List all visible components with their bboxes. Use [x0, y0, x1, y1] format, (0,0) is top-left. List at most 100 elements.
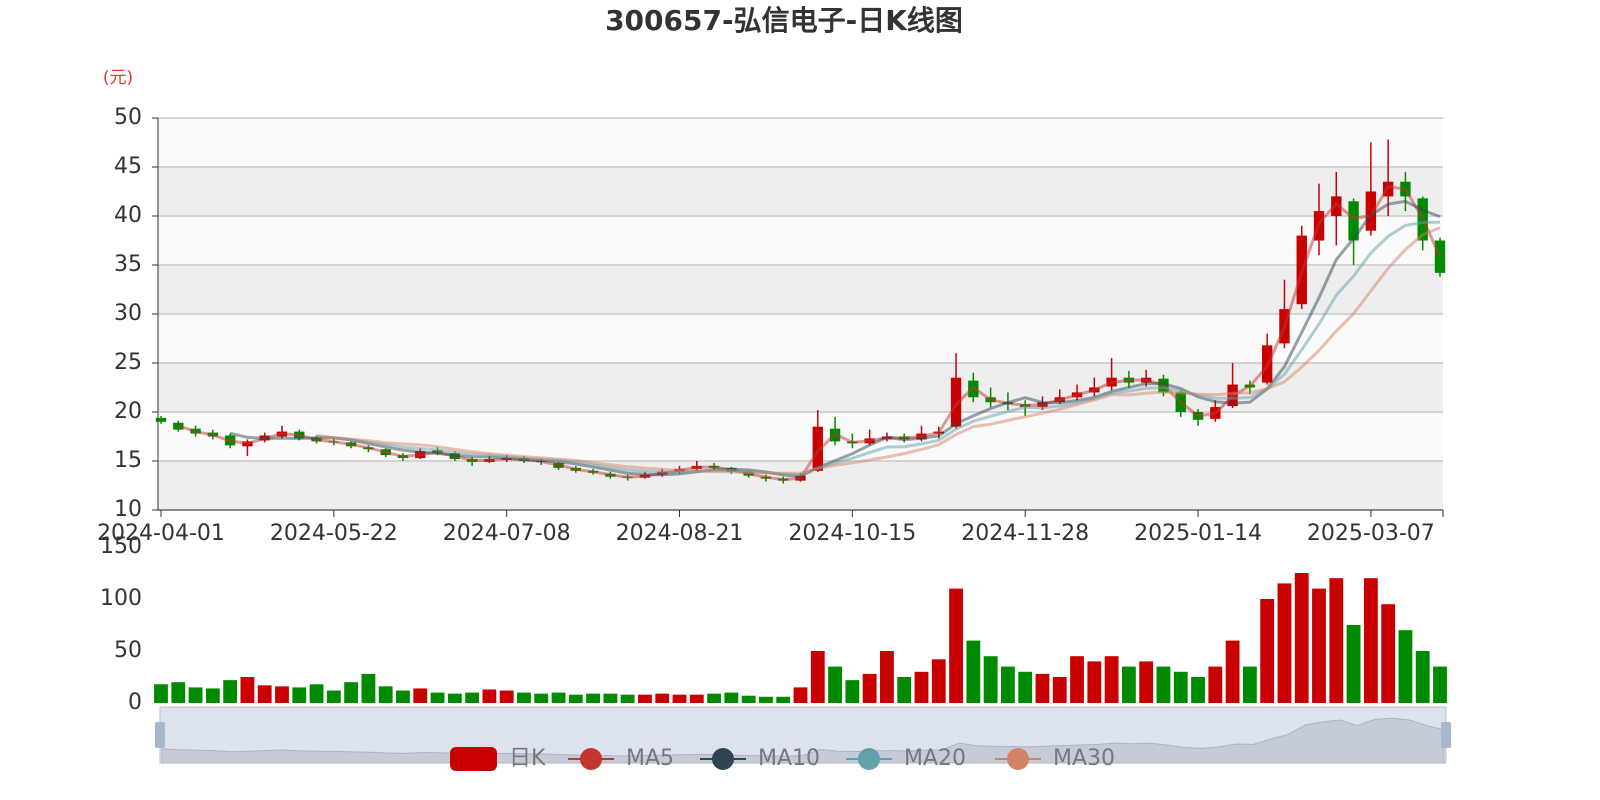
split-area — [158, 118, 1443, 167]
x-tick-label: 2025-03-07 — [1307, 521, 1435, 546]
volume-bar — [1363, 578, 1378, 703]
volume-bar — [862, 673, 877, 703]
volume-tick-label: 150 — [100, 534, 142, 559]
y-tick-label: 20 — [114, 399, 142, 424]
ma-lines — [177, 184, 1442, 482]
zoom-handle-right[interactable] — [1441, 722, 1451, 748]
split-area — [158, 216, 1443, 265]
volume-bar — [845, 680, 860, 703]
volume-bar — [1052, 677, 1067, 703]
volume-bar — [482, 689, 497, 703]
volume-bar — [430, 692, 445, 703]
legend[interactable]: 日K MA5 MA10 MA20 MA30 — [450, 746, 1115, 771]
volume-bar — [1208, 666, 1223, 703]
volume-bar — [983, 656, 998, 703]
volume-bar — [1121, 666, 1136, 703]
legend-dot[interactable] — [1007, 748, 1029, 770]
legend-swatch[interactable] — [450, 747, 497, 771]
volume-bar — [759, 696, 773, 703]
ma-line — [316, 226, 1441, 475]
zoom-handle-left[interactable] — [155, 722, 165, 748]
volume-bar — [638, 694, 652, 703]
x-tick-label: 2024-04-01 — [97, 521, 225, 546]
volume-bar — [1087, 661, 1102, 703]
volume-bar — [1000, 666, 1015, 703]
volume-bar — [1173, 671, 1188, 703]
volume-bar — [1415, 651, 1430, 703]
data-zoom[interactable] — [155, 706, 1451, 764]
volume-bar — [707, 693, 721, 703]
volume-bar — [171, 682, 186, 703]
split-area — [158, 167, 1443, 216]
chart-title: 300657-弘信电子-日K线图 — [605, 4, 963, 37]
x-tick-label: 2024-11-28 — [961, 521, 1089, 546]
volume-bar — [309, 684, 324, 703]
volume-bar — [1312, 588, 1326, 703]
volume-bar — [568, 694, 583, 703]
volume-bar — [1329, 578, 1344, 703]
legend-label[interactable]: 日K — [509, 746, 546, 771]
volume-bar — [154, 684, 168, 703]
plot-background: 10 15 20 25 30 35 40 45 50 2024-04-01 2024-05-22 20… — [97, 105, 1444, 546]
volume-bar — [689, 694, 704, 703]
volume-bar — [931, 659, 946, 703]
candle-body — [1348, 201, 1359, 241]
candle-body — [812, 426, 823, 471]
volume-bar — [1381, 604, 1396, 703]
volume-bar — [655, 693, 670, 703]
volume-bar — [897, 677, 912, 703]
volume-bar — [188, 687, 203, 703]
volume-bar — [949, 588, 963, 703]
zoom-preview — [161, 717, 1445, 764]
y-unit: (元) — [103, 68, 133, 88]
volume-bar — [1139, 661, 1154, 703]
y-tick-label: 30 — [114, 301, 142, 326]
legend-label[interactable]: MA30 — [1053, 746, 1115, 771]
volume-bar — [205, 688, 220, 703]
volume-bar — [603, 693, 618, 703]
volume-bar — [378, 686, 393, 703]
legend-label[interactable]: MA10 — [758, 746, 820, 771]
volume-bar — [586, 693, 601, 703]
volume-bar — [257, 685, 272, 703]
legend-dot[interactable] — [580, 748, 602, 770]
volume-bar — [724, 692, 739, 703]
volume-bar — [413, 688, 428, 703]
volume-bar — [828, 666, 842, 703]
ma-line — [229, 199, 1441, 479]
volume-bar — [1260, 599, 1275, 703]
volume-bar — [292, 687, 307, 703]
volume-bar — [275, 686, 289, 703]
volume-bar — [741, 695, 756, 703]
legend-label[interactable]: MA5 — [626, 746, 674, 771]
y-tick-label: 35 — [114, 252, 142, 277]
y-tick-label: 25 — [114, 350, 142, 375]
y-tick-label: 15 — [114, 448, 142, 473]
x-tick-label: 2024-08-21 — [616, 521, 744, 546]
volume-tick-label: 50 — [114, 638, 142, 663]
legend-dot[interactable] — [712, 748, 734, 770]
candle-body — [950, 377, 962, 427]
x-tick-label: 2024-07-08 — [443, 521, 571, 546]
volume-bar — [534, 693, 549, 703]
volume-tick-label: 100 — [100, 586, 142, 611]
candle-body — [1365, 191, 1377, 231]
legend-dot[interactable] — [858, 748, 880, 770]
volume-bar — [672, 694, 687, 703]
split-area — [158, 265, 1443, 314]
volume-panel: 0 50 100 150 — [100, 534, 1447, 715]
volume-bar — [499, 690, 514, 703]
volume-bar — [966, 640, 981, 703]
candle-body — [155, 417, 167, 422]
volume-bar — [447, 693, 462, 703]
volume-bar — [361, 673, 376, 703]
volume-bar — [914, 671, 929, 703]
x-tick-label: 2024-10-15 — [788, 521, 916, 546]
volume-bar — [240, 677, 255, 703]
x-tick-label: 2024-05-22 — [270, 521, 398, 546]
volume-bar — [223, 680, 238, 703]
legend-label[interactable]: MA20 — [904, 746, 966, 771]
volume-bar — [620, 694, 635, 703]
